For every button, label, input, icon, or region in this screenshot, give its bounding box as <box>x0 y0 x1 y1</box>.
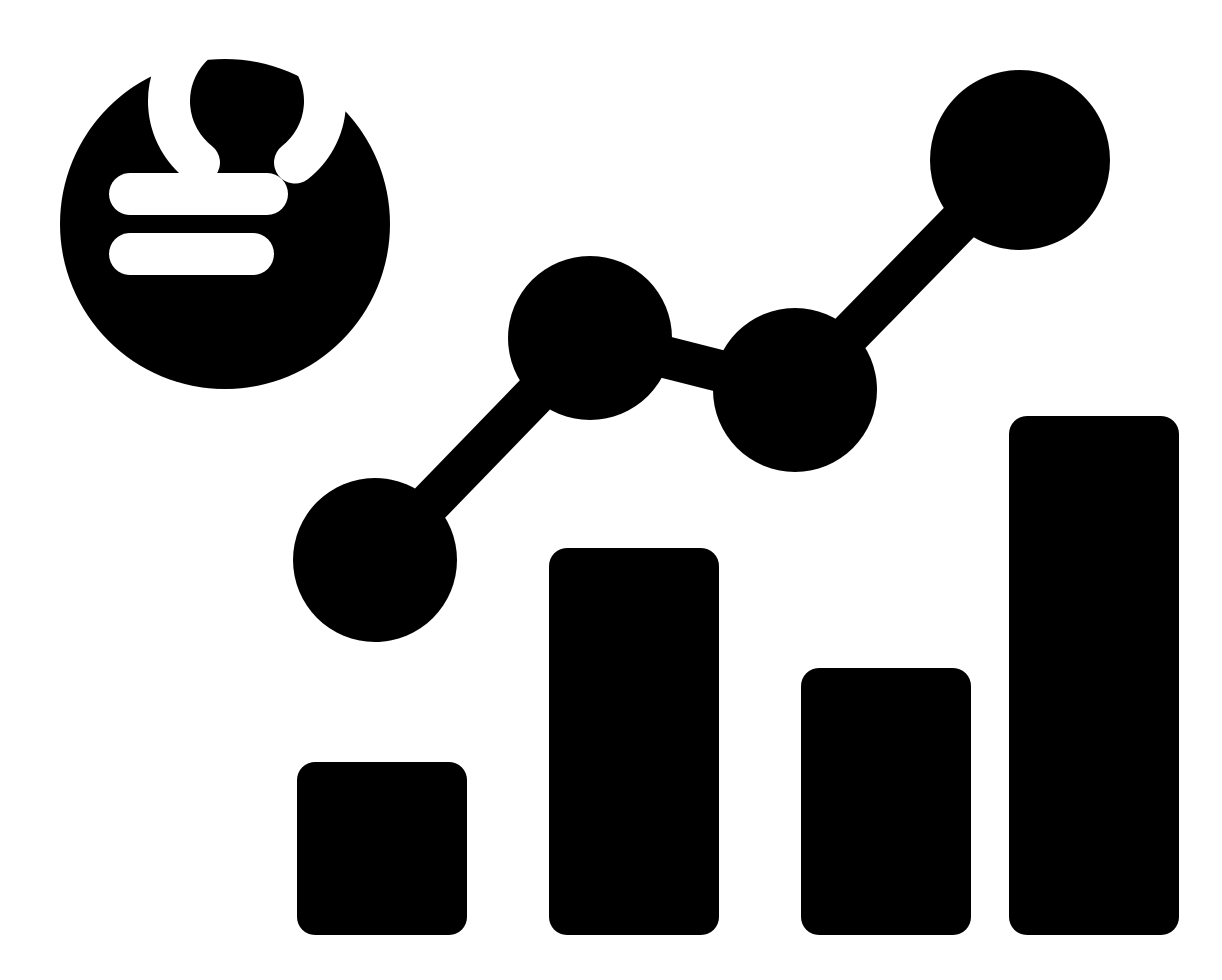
bar-2 <box>549 548 719 935</box>
bar-3 <box>801 668 971 935</box>
euro-chart-svg <box>0 0 1222 980</box>
trend-node-1 <box>293 478 457 642</box>
euro-analytics-chart-icon <box>0 0 1222 980</box>
euro-badge <box>60 23 390 389</box>
trend-line-group <box>375 160 1020 560</box>
trend-node-4 <box>930 70 1110 250</box>
trend-node-3 <box>713 308 877 472</box>
bar-4 <box>1009 416 1179 935</box>
bar-1 <box>297 762 467 935</box>
trend-node-2 <box>508 256 672 420</box>
